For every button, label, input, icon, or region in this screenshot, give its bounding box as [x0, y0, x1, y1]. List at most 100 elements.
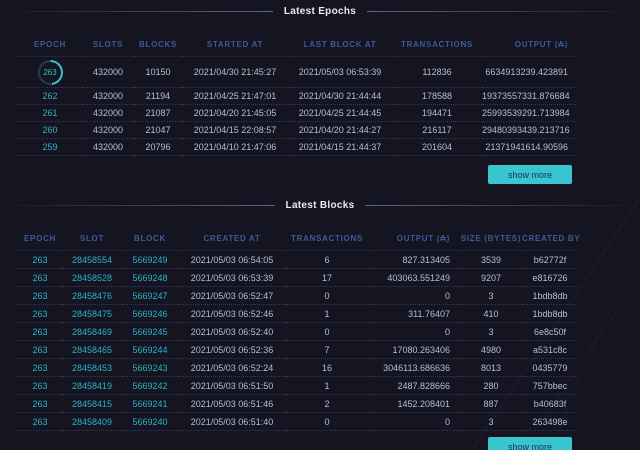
slot-link[interactable]: 28458419 — [71, 380, 113, 391]
table-row: 260 432000 21047 2021/04/15 22:08:57 2021/04… — [18, 122, 578, 139]
last-block-at-value: 2021/04/30 21:44:44 — [298, 91, 382, 101]
epoch-link[interactable]: 262 — [42, 91, 58, 101]
output-value: 0 — [444, 290, 450, 301]
epoch-link[interactable]: 263 — [32, 398, 48, 409]
column-header: OUTPUT (₳) — [482, 30, 578, 57]
table-row: 263 432000 10150 2021/04/30 21:45:27 2021/05… — [18, 57, 578, 88]
epoch-number: 263 — [39, 61, 61, 83]
epochs-table: EPOCH SLOTS BLOCKS STARTED AT LAST BLOCK AT T… — [18, 30, 578, 156]
slot-link[interactable]: 28458409 — [71, 416, 113, 427]
column-header: TRANSACTIONS — [286, 224, 368, 251]
slots-value: 432000 — [92, 108, 124, 118]
epoch-link[interactable]: 263 — [32, 362, 48, 373]
table-row: 263 28458415 5669241 2021/05/03 06:51:46 2 14… — [18, 395, 578, 413]
epoch-link[interactable]: 263 — [32, 272, 48, 283]
epoch-link[interactable]: 263 — [18, 57, 82, 88]
output-value: 827.313405 — [402, 254, 450, 265]
epoch-link[interactable]: 263 — [32, 308, 48, 319]
block-link[interactable]: 5669246 — [132, 308, 168, 319]
table-row: 262 432000 21194 2021/04/25 21:47:01 2021/04… — [18, 88, 578, 105]
column-header: SLOTS — [82, 30, 134, 57]
epoch-progress-ring[interactable]: 263 — [37, 59, 63, 85]
output-value: 29480393439.213716 — [482, 125, 570, 135]
block-link[interactable]: 5669248 — [132, 272, 168, 283]
epoch-link[interactable]: 263 — [32, 380, 48, 391]
table-row: 263 28458528 5669248 2021/05/03 06:53:39 17 4… — [18, 269, 578, 287]
slot-link[interactable]: 28458476 — [71, 290, 113, 301]
column-header: CREATED BY — [522, 224, 580, 251]
slots-value: 432000 — [92, 125, 124, 135]
block-link[interactable]: 5669244 — [132, 344, 168, 355]
size-value: 3539 — [480, 254, 502, 265]
slot-link[interactable]: 28458453 — [71, 362, 113, 373]
slots-value: 432000 — [92, 91, 124, 101]
column-header: BLOCKS — [134, 30, 182, 57]
slot-link[interactable]: 28458554 — [71, 254, 113, 265]
created-at-value: 2021/05/03 06:52:46 — [190, 308, 274, 319]
epoch-link[interactable]: 260 — [42, 125, 58, 135]
epoch-link[interactable]: 263 — [32, 326, 48, 337]
block-link[interactable]: 5669249 — [132, 254, 168, 265]
epoch-link[interactable]: 263 — [32, 254, 48, 265]
created-by-value: 757bbec — [532, 380, 568, 391]
blocks-value: 20796 — [145, 142, 171, 152]
created-by-value: b40683f — [533, 398, 567, 409]
output-value: 6634913239.423891 — [485, 67, 568, 77]
divider-line — [18, 11, 273, 12]
show-more-blocks-button[interactable]: show more — [488, 437, 572, 450]
column-header: OUTPUT (₳) — [368, 224, 460, 251]
epoch-link[interactable]: 263 — [32, 416, 48, 427]
started-at-value: 2021/04/10 21:47:06 — [193, 142, 277, 152]
last-block-at-value: 2021/04/20 21:44:27 — [298, 125, 382, 135]
epoch-link[interactable]: 259 — [42, 142, 58, 152]
block-link[interactable]: 5669242 — [132, 380, 168, 391]
output-value: 403063.551249 — [387, 272, 450, 283]
block-link[interactable]: 5669247 — [132, 290, 168, 301]
epoch-link[interactable]: 263 — [32, 344, 48, 355]
slot-link[interactable]: 28458469 — [71, 326, 113, 337]
blocks-value: 21194 — [145, 91, 171, 101]
transactions-value: 178588 — [421, 91, 453, 101]
output-value: 1452.208401 — [397, 398, 450, 409]
created-at-value: 2021/05/03 06:54:05 — [190, 254, 274, 265]
epoch-link[interactable]: 263 — [32, 290, 48, 301]
blocks-show-more-wrap: show more — [0, 437, 640, 450]
block-link[interactable]: 5669240 — [132, 416, 168, 427]
slot-link[interactable]: 28458465 — [71, 344, 113, 355]
column-header: BLOCK — [122, 224, 178, 251]
transactions-value: 216117 — [422, 125, 452, 135]
epochs-table-header-row: EPOCH SLOTS BLOCKS STARTED AT LAST BLOCK AT T… — [18, 30, 578, 57]
last-block-at-value: 2021/05/03 06:53:39 — [298, 67, 382, 77]
transactions-value: 194471 — [421, 108, 453, 118]
show-more-epochs-button[interactable]: show more — [488, 165, 572, 184]
block-link[interactable]: 5669241 — [132, 398, 168, 409]
output-value: 25993539291.713984 — [482, 108, 570, 118]
slot-link[interactable]: 28458475 — [71, 308, 113, 319]
started-at-value: 2021/04/15 22:08:57 — [193, 125, 277, 135]
block-link[interactable]: 5669245 — [132, 326, 168, 337]
transactions-value: 2 — [324, 398, 330, 409]
slot-link[interactable]: 28458415 — [71, 398, 113, 409]
created-at-value: 2021/05/03 06:52:24 — [190, 362, 274, 373]
created-by-value: 1bdb8db — [532, 290, 568, 301]
last-block-at-value: 2021/04/25 21:44:45 — [298, 108, 382, 118]
epoch-link[interactable]: 261 — [42, 108, 58, 118]
epochs-show-more-wrap: show more — [0, 165, 640, 184]
block-link[interactable]: 5669243 — [132, 362, 168, 373]
created-at-value: 2021/05/03 06:52:36 — [190, 344, 274, 355]
epochs-section: Latest Epochs EPOCH SLOTS BLOCKS STARTED AT… — [0, 6, 640, 184]
blocks-section-title: Latest Blocks — [285, 200, 355, 211]
transactions-value: 17 — [321, 272, 332, 283]
table-row: 263 28458469 5669245 2021/05/03 06:52:40 0 0 3… — [18, 323, 578, 341]
output-value: 2487.828666 — [397, 380, 450, 391]
created-by-value: a531c8c — [532, 344, 568, 355]
output-value: 0 — [444, 326, 450, 337]
blocks-section-header: Latest Blocks — [0, 200, 640, 211]
table-row: 263 28458465 5669244 2021/05/03 06:52:36 7 17… — [18, 341, 578, 359]
size-value: 3 — [488, 416, 494, 427]
created-at-value: 2021/05/03 06:51:50 — [190, 380, 274, 391]
table-row: 263 28458476 5669247 2021/05/03 06:52:47 0 0 3… — [18, 287, 578, 305]
output-value: 3046113.686636 — [383, 362, 450, 373]
slot-link[interactable]: 28458528 — [71, 272, 113, 283]
